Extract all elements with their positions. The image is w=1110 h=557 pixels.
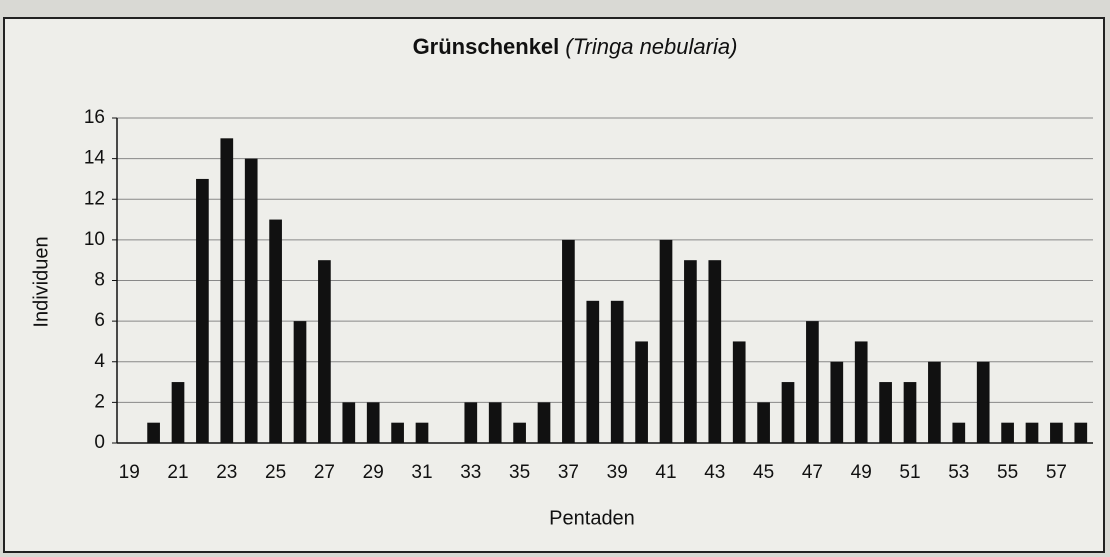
bar	[806, 321, 819, 443]
x-tick-label: 35	[509, 462, 530, 483]
bar	[1074, 422, 1088, 443]
y-tick-label: 12	[84, 188, 105, 209]
y-tick-label: 2	[94, 391, 105, 412]
bar	[757, 402, 770, 443]
bar	[976, 361, 990, 443]
title-species: (Tringa nebularia)	[565, 34, 737, 59]
y-tick-label: 6	[94, 310, 105, 331]
chart-title: Grünschenkel (Tringa nebularia)	[413, 34, 738, 59]
bar	[196, 178, 209, 443]
bar	[537, 402, 551, 443]
bar	[147, 422, 160, 443]
bar	[708, 260, 722, 443]
bar	[366, 402, 380, 443]
y-tick-label: 4	[94, 351, 105, 372]
x-tick-label: 53	[948, 462, 969, 483]
x-tick-label: 19	[119, 462, 140, 483]
bar	[903, 382, 917, 443]
bar	[659, 239, 673, 443]
bar	[1050, 422, 1063, 443]
title-main: Grünschenkel	[413, 34, 560, 59]
bar	[220, 138, 234, 443]
bar	[781, 382, 795, 443]
bar	[586, 300, 600, 443]
x-axis-label: Pentaden	[549, 507, 635, 529]
x-tick-label: 45	[753, 462, 774, 483]
bar	[293, 321, 307, 443]
bar	[952, 422, 966, 443]
y-tick-label: 16	[84, 107, 105, 128]
x-tick-label: 29	[363, 462, 384, 483]
bar	[1001, 422, 1014, 443]
x-tick-label: 47	[802, 462, 823, 483]
bar	[928, 361, 941, 443]
x-tick-label: 49	[851, 462, 872, 483]
bar	[464, 402, 478, 443]
y-tick-label: 14	[84, 148, 106, 169]
bar	[830, 361, 844, 443]
x-tick-label: 25	[265, 462, 286, 483]
bar	[269, 219, 282, 443]
bar	[244, 158, 258, 443]
x-tick-label: 21	[167, 462, 188, 483]
chart-frame	[3, 17, 1105, 553]
x-tick-label: 39	[607, 462, 628, 483]
x-tick-label: 23	[216, 462, 237, 483]
x-tick-label: 33	[460, 462, 481, 483]
bar	[391, 422, 404, 443]
bar	[488, 402, 502, 443]
bar	[342, 402, 356, 443]
bar	[879, 382, 892, 443]
bar	[732, 341, 746, 443]
bar	[318, 260, 331, 443]
bar	[684, 260, 697, 443]
y-axis-label: Individuen	[30, 236, 52, 327]
y-tick-label: 0	[94, 432, 105, 453]
y-tick-label: 10	[84, 229, 105, 250]
bar	[854, 341, 868, 443]
x-tick-label: 37	[558, 462, 579, 483]
bar	[1025, 422, 1039, 443]
x-tick-label: 57	[1046, 462, 1067, 483]
y-tick-label: 8	[94, 270, 105, 291]
x-tick-label: 55	[997, 462, 1018, 483]
x-tick-label: 27	[314, 462, 335, 483]
x-tick-label: 41	[655, 462, 676, 483]
bar	[610, 300, 624, 443]
bar	[171, 382, 185, 443]
bar	[415, 422, 429, 443]
x-tick-label: 51	[899, 462, 920, 483]
x-tick-label: 43	[704, 462, 725, 483]
bar	[513, 422, 526, 443]
x-tick-label: 31	[411, 462, 432, 483]
bar	[635, 341, 648, 443]
bar	[562, 239, 575, 443]
